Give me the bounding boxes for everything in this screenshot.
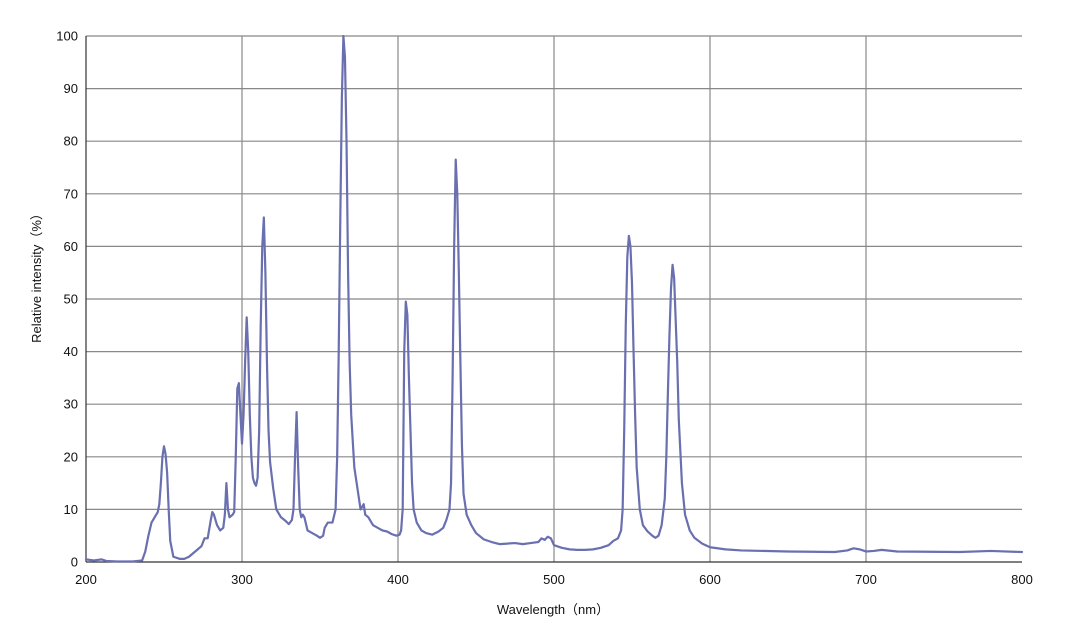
x-tick-label: 600 (699, 572, 721, 587)
y-tick-label: 70 (64, 186, 78, 201)
x-tick-label: 300 (231, 572, 253, 587)
x-tick-labels: 200 300 400 500 600 700 800 (75, 572, 1033, 587)
x-tick-label: 500 (543, 572, 565, 587)
y-tick-label: 10 (64, 502, 78, 517)
y-tick-label: 100 (56, 29, 78, 44)
axes (85, 36, 1022, 563)
y-tick-label: 40 (64, 344, 78, 359)
y-tick-label: 30 (64, 397, 78, 412)
y-tick-label: 0 (71, 555, 78, 570)
x-tick-label: 200 (75, 572, 97, 587)
grid-lines (86, 35, 1022, 562)
y-tick-label: 60 (64, 239, 78, 254)
y-axis-label: Relative intensity（%） (29, 207, 44, 343)
x-axis-label: Wavelength（nm） (497, 602, 609, 617)
y-tick-labels: 0 10 20 30 40 50 60 70 80 90 100 (56, 29, 78, 570)
x-tick-label: 800 (1011, 572, 1033, 587)
series-line (84, 34, 1024, 563)
y-tick-label: 20 (64, 449, 78, 464)
x-tick-label: 700 (855, 572, 877, 587)
y-tick-label: 90 (64, 81, 78, 96)
y-tick-label: 50 (64, 292, 78, 307)
x-tick-label: 400 (387, 572, 409, 587)
y-tick-label: 80 (64, 134, 78, 149)
